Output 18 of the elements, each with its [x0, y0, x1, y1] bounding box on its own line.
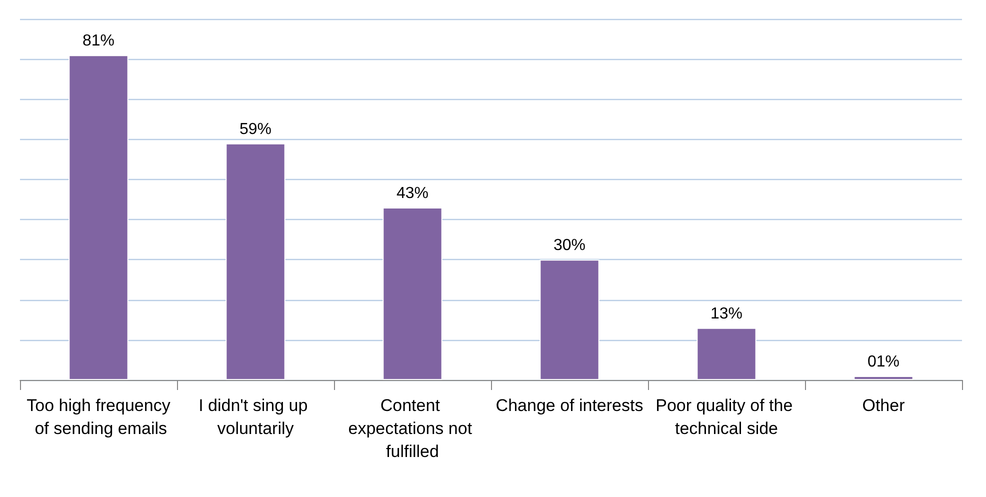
data-label: 43% [396, 185, 429, 202]
bar [226, 143, 286, 380]
data-label: 81% [82, 32, 115, 50]
x-tick-label: I didn't sing up voluntarily [198, 396, 312, 438]
bar [854, 376, 914, 380]
data-label: 59% [239, 120, 272, 138]
bar [68, 55, 128, 380]
bar [382, 208, 442, 380]
x-tick-label: Change of interests [496, 396, 644, 415]
x-tick-label: Other [862, 396, 906, 415]
data-label: 13% [710, 305, 743, 322]
bar [696, 328, 756, 380]
data-label: 30% [553, 237, 586, 254]
bar [540, 260, 600, 380]
x-tick-label: Content expectations not fulfilled [348, 396, 477, 461]
x-tick-label: Poor quality of the technical side [656, 396, 798, 438]
x-tick-label: Too high frequency of sending emails [26, 396, 171, 438]
data-label: 01% [867, 353, 900, 370]
